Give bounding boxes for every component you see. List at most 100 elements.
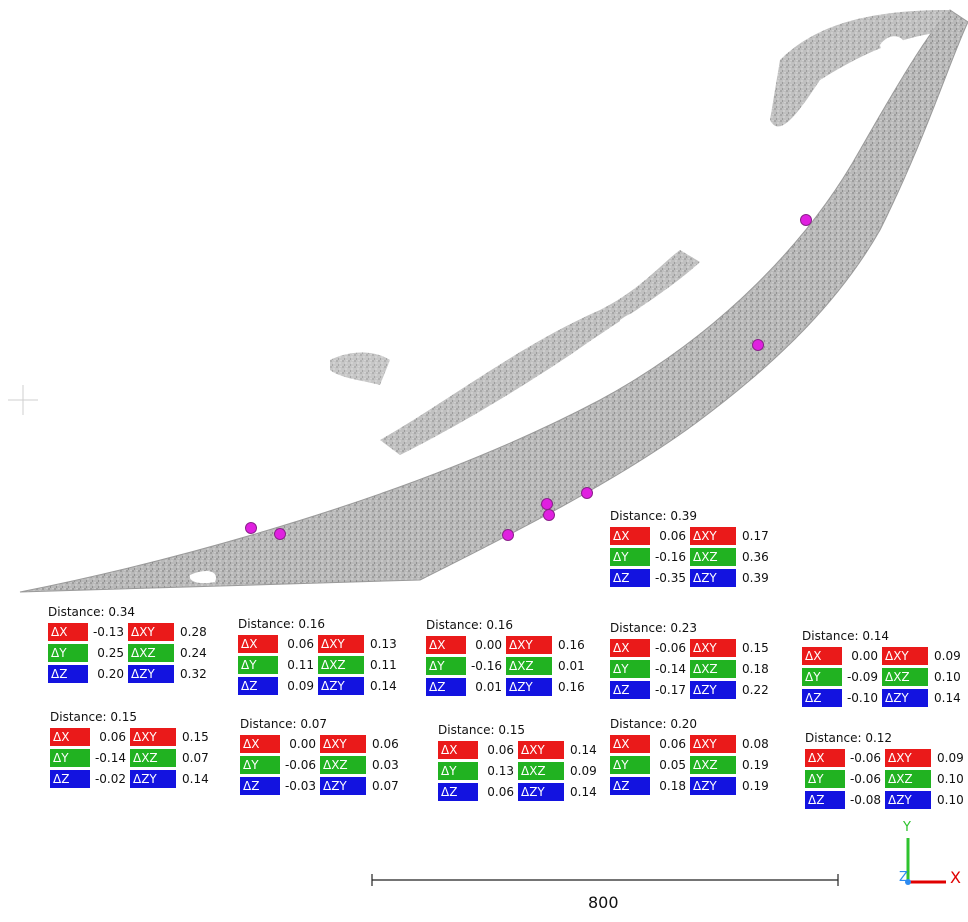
dy-tag: ΔY — [805, 769, 845, 788]
delta-row: ΔZ 0.06 ΔZY 0.14 — [438, 781, 608, 802]
marker-point[interactable] — [581, 487, 593, 499]
distance-panel: Distance: 0.07 ΔX 0.00 ΔXY 0.06 ΔY -0.06 ΔXZ 0.0… — [240, 716, 410, 796]
dzy-value: 0.14 — [182, 771, 209, 786]
dz-value: -0.35 — [654, 570, 686, 585]
dzy-tag: ΔZY — [690, 680, 736, 699]
dzy-tag: ΔZY — [518, 782, 564, 801]
distance-title: Distance: 0.12 — [805, 731, 893, 745]
dzy-tag: ΔZY — [882, 688, 928, 707]
delta-row: ΔY -0.14 ΔXZ 0.07 — [50, 747, 220, 768]
distance-title: Distance: 0.15 — [438, 723, 526, 737]
dy-tag: ΔY — [802, 667, 842, 686]
dxz-value: 0.19 — [742, 757, 769, 772]
dx-value: 0.00 — [289, 736, 316, 751]
dxy-value: 0.13 — [370, 636, 397, 651]
delta-row: ΔY -0.06 ΔXZ 0.03 — [240, 754, 410, 775]
distance-title: Distance: 0.14 — [802, 629, 890, 643]
terrain-hole — [880, 36, 906, 58]
dzy-value: 0.39 — [742, 570, 769, 585]
delta-row: ΔY -0.06 ΔXZ 0.10 — [805, 768, 968, 789]
dzy-tag: ΔZY — [690, 776, 736, 795]
delta-row: ΔY -0.14 ΔXZ 0.18 — [610, 658, 780, 679]
dx-tag: ΔX — [438, 740, 478, 759]
dy-value: 0.13 — [487, 763, 514, 778]
distance-title: Distance: 0.16 — [238, 617, 326, 631]
dx-tag: ΔX — [50, 727, 90, 746]
dx-value: 0.00 — [475, 637, 502, 652]
delta-row: ΔZ 0.09 ΔZY 0.14 — [238, 675, 408, 696]
dy-tag: ΔY — [48, 643, 88, 662]
terrain-side-strip — [380, 250, 700, 455]
delta-row: ΔX 0.00 ΔXY 0.06 — [240, 733, 410, 754]
delta-row: ΔY 0.11 ΔXZ 0.11 — [238, 654, 408, 675]
distance-panel: Distance: 0.16 ΔX 0.00 ΔXY 0.16 ΔY -0.16 ΔXZ 0.0… — [426, 617, 596, 697]
dy-value: -0.14 — [654, 661, 686, 676]
dy-value: 0.25 — [97, 645, 124, 660]
dxy-value: 0.06 — [372, 736, 399, 751]
dxz-tag: ΔXZ — [518, 761, 564, 780]
dzy-tag: ΔZY — [506, 677, 552, 696]
dzy-value: 0.14 — [570, 784, 597, 799]
dz-value: -0.03 — [284, 778, 316, 793]
distance-title: Distance: 0.39 — [610, 509, 698, 523]
marker-point[interactable] — [752, 339, 764, 351]
marker-point[interactable] — [502, 529, 514, 541]
dxz-tag: ΔXZ — [885, 769, 931, 788]
distance-panel: Distance: 0.14 ΔX 0.00 ΔXY 0.09 ΔY -0.09 ΔXZ 0.1… — [802, 628, 968, 708]
dxy-tag: ΔXY — [506, 635, 552, 654]
dx-tag: ΔX — [610, 734, 650, 753]
scale-bar — [371, 874, 839, 886]
marker-point[interactable] — [541, 498, 553, 510]
dzy-tag: ΔZY — [318, 676, 364, 695]
delta-row: ΔX 0.06 ΔXY 0.08 — [610, 733, 780, 754]
dz-value: -0.10 — [846, 690, 878, 705]
dy-tag: ΔY — [610, 547, 650, 566]
dxz-tag: ΔXZ — [320, 755, 366, 774]
distance-title: Distance: 0.16 — [426, 618, 514, 632]
dx-value: -0.06 — [849, 750, 881, 765]
distance-panel: Distance: 0.12 ΔX -0.06 ΔXY 0.09 ΔY -0.06 ΔXZ 0.… — [805, 730, 968, 810]
dx-tag: ΔX — [805, 748, 845, 767]
dy-tag: ΔY — [610, 755, 650, 774]
dx-value: 0.06 — [659, 528, 686, 543]
delta-row: ΔZ -0.02 ΔZY 0.14 — [50, 768, 220, 789]
dy-tag: ΔY — [438, 761, 478, 780]
dz-tag: ΔZ — [805, 790, 845, 809]
delta-row: ΔX 0.00 ΔXY 0.09 — [802, 645, 968, 666]
dxz-value: 0.01 — [558, 658, 585, 673]
dxz-tag: ΔXZ — [690, 547, 736, 566]
dy-tag: ΔY — [50, 748, 90, 767]
dy-tag: ΔY — [610, 659, 650, 678]
delta-row: ΔZ -0.35 ΔZY 0.39 — [610, 567, 780, 588]
dxz-tag: ΔXZ — [690, 659, 736, 678]
dz-value: 0.09 — [287, 678, 314, 693]
dxz-tag: ΔXZ — [318, 655, 364, 674]
distance-title: Distance: 0.07 — [240, 717, 328, 731]
dy-value: -0.06 — [849, 771, 881, 786]
delta-row: ΔY 0.13 ΔXZ 0.09 — [438, 760, 608, 781]
dzy-tag: ΔZY — [128, 664, 174, 683]
dz-tag: ΔZ — [48, 664, 88, 683]
delta-row: ΔX -0.06 ΔXY 0.09 — [805, 747, 968, 768]
dy-value: 0.05 — [659, 757, 686, 772]
delta-row: ΔY -0.16 ΔXZ 0.01 — [426, 655, 596, 676]
terrain-hole — [620, 311, 651, 333]
dzy-value: 0.14 — [934, 690, 961, 705]
distance-panel: Distance: 0.34 ΔX -0.13 ΔXY 0.28 ΔY 0.25 ΔXZ 0.2… — [48, 604, 218, 684]
dxz-value: 0.24 — [180, 645, 207, 660]
terrain-patch — [330, 352, 390, 385]
marker-point[interactable] — [245, 522, 257, 534]
dzy-tag: ΔZY — [320, 776, 366, 795]
terrain-upper — [770, 10, 958, 127]
marker-point[interactable] — [543, 509, 555, 521]
delta-row: ΔX -0.13 ΔXY 0.28 — [48, 621, 218, 642]
marker-point[interactable] — [800, 214, 812, 226]
dxy-tag: ΔXY — [128, 622, 174, 641]
dy-value: -0.16 — [470, 658, 502, 673]
distance-panel: Distance: 0.20 ΔX 0.06 ΔXY 0.08 ΔY 0.05 ΔXZ 0.19… — [610, 716, 780, 796]
dz-tag: ΔZ — [610, 680, 650, 699]
marker-point[interactable] — [274, 528, 286, 540]
dxz-value: 0.11 — [370, 657, 397, 672]
